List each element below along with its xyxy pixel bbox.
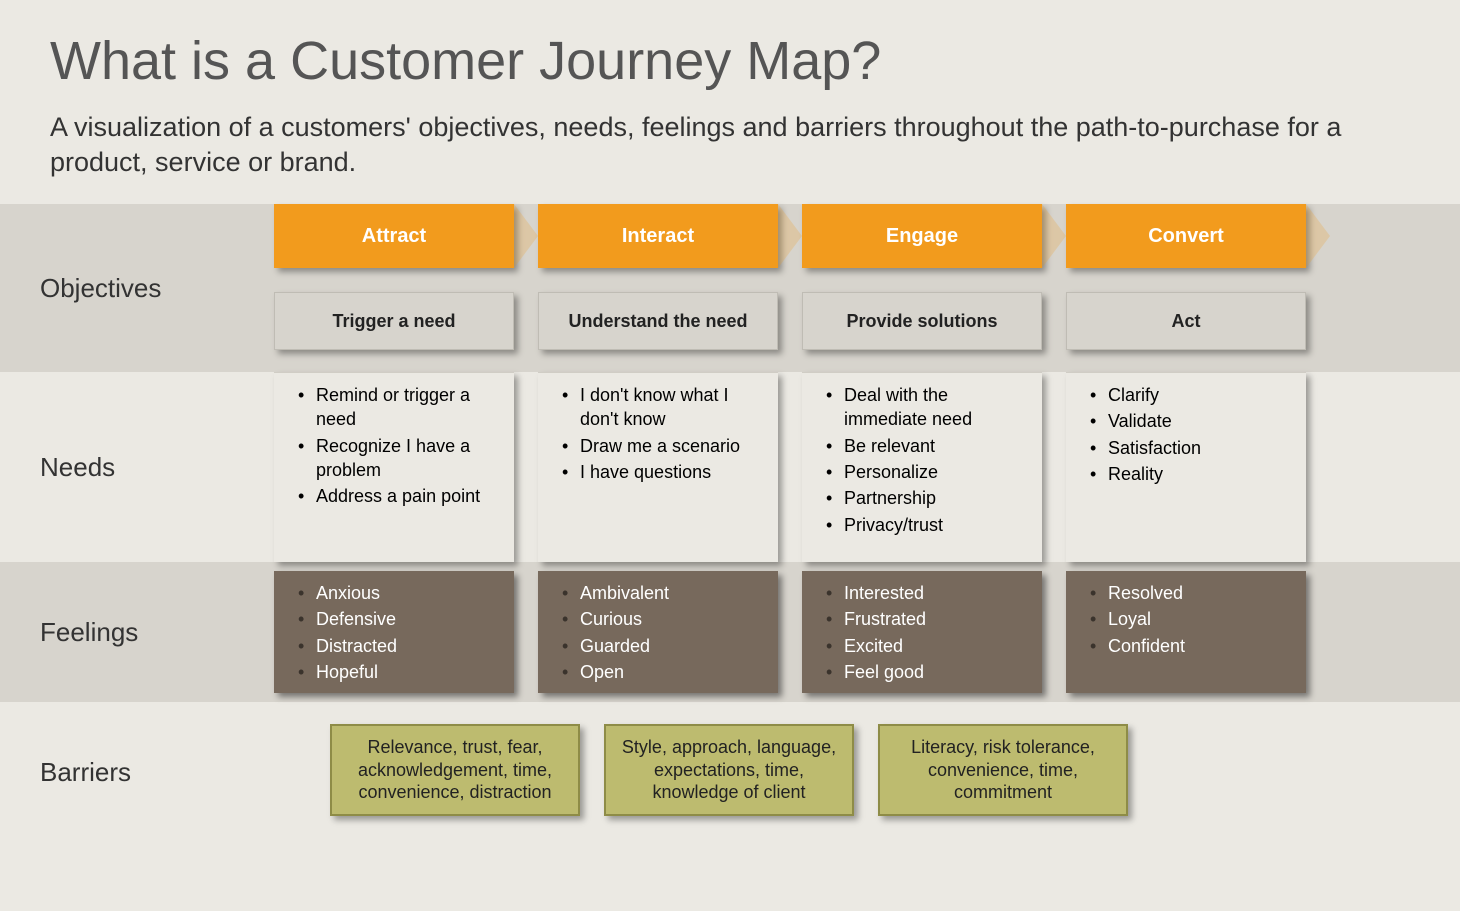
list-item: Confident [1090, 634, 1294, 658]
page-subtitle: A visualization of a customers' objectiv… [0, 102, 1460, 204]
list-item: Recognize I have a problem [298, 434, 502, 483]
needs-list: ClarifyValidate SatisfactionReality [1090, 383, 1294, 486]
list-item: Privacy/trust [826, 513, 1030, 537]
list-item: Feel good [826, 660, 1030, 684]
feelings-attract: AnxiousDefensive DistractedHopeful [274, 571, 514, 693]
stage-header-engage: Engage [802, 204, 1042, 268]
list-item: Distracted [298, 634, 502, 658]
list-item: Defensive [298, 607, 502, 631]
feelings-convert: ResolvedLoyal Confident [1066, 571, 1306, 693]
stage-name: Convert [1148, 225, 1224, 248]
stage-header-interact: Interact [538, 204, 778, 268]
chevron-right-icon [514, 204, 538, 268]
stage-header-attract: Attract [274, 204, 514, 268]
chevron-right-icon [1306, 204, 1330, 268]
row-label-needs: Needs [40, 372, 250, 562]
feelings-list: AnxiousDefensive DistractedHopeful [298, 581, 502, 684]
list-item: Open [562, 660, 766, 684]
barrier-box-1: Style, approach, language, expectations,… [604, 724, 854, 816]
list-item: Hopeful [298, 660, 502, 684]
list-item: Curious [562, 607, 766, 631]
list-item: Ambivalent [562, 581, 766, 605]
list-item: Partnership [826, 486, 1030, 510]
objective-interact: Understand the need [538, 292, 778, 350]
feelings-list: AmbivalentCurious GuardedOpen [562, 581, 766, 684]
stage-name: Engage [886, 225, 958, 248]
barrier-box-2: Literacy, risk tolerance, convenience, t… [878, 724, 1128, 816]
needs-convert: ClarifyValidate SatisfactionReality [1066, 372, 1306, 562]
list-item: Guarded [562, 634, 766, 658]
barriers-row: Relevance, trust, fear, acknowledgement,… [330, 724, 1128, 816]
feelings-interact: AmbivalentCurious GuardedOpen [538, 571, 778, 693]
list-item: I have questions [562, 460, 766, 484]
chevron-right-icon [1042, 204, 1066, 268]
list-item: Anxious [298, 581, 502, 605]
needs-interact: I don't know what I don't knowDraw me a … [538, 372, 778, 562]
list-item: Remind or trigger a need [298, 383, 502, 432]
stage-col-3: Convert Act ClarifyValidateSatisfactionR… [1066, 204, 1306, 350]
stage-col-1: Interact Understand the need I don't kno… [538, 204, 778, 350]
objective-engage: Provide solutions [802, 292, 1042, 350]
row-label-feelings: Feelings [40, 562, 250, 702]
row-label-barriers: Barriers [40, 702, 250, 842]
objective-attract: Trigger a need [274, 292, 514, 350]
page-title: What is a Customer Journey Map? [0, 0, 1460, 102]
feelings-engage: InterestedFrustrated ExcitedFeel good [802, 571, 1042, 693]
list-item: Personalize [826, 460, 1030, 484]
needs-engage: Deal with the immediate needBe relevantP… [802, 372, 1042, 562]
needs-list: I don't know what I don't knowDraw me a … [562, 383, 766, 484]
list-item: Be relevant [826, 434, 1030, 458]
list-item: Clarify [1090, 383, 1294, 407]
stage-name: Attract [362, 225, 426, 248]
row-label-objectives: Objectives [40, 204, 250, 372]
stage-col-2: Engage Provide solutions Deal with the i… [802, 204, 1042, 350]
stage-header-convert: Convert [1066, 204, 1306, 268]
list-item: Frustrated [826, 607, 1030, 631]
feelings-list: ResolvedLoyal Confident [1090, 581, 1294, 658]
list-item: Address a pain point [298, 484, 502, 508]
list-item: Deal with the immediate need [826, 383, 1030, 432]
slide: What is a Customer Journey Map? A visual… [0, 0, 1460, 911]
objective-convert: Act [1066, 292, 1306, 350]
list-item: Interested [826, 581, 1030, 605]
stage-name: Interact [622, 225, 694, 248]
feelings-list: InterestedFrustrated ExcitedFeel good [826, 581, 1030, 684]
list-item: Resolved [1090, 581, 1294, 605]
list-item: Validate [1090, 409, 1294, 433]
list-item: Draw me a scenario [562, 434, 766, 458]
barrier-box-0: Relevance, trust, fear, acknowledgement,… [330, 724, 580, 816]
list-item: Excited [826, 634, 1030, 658]
needs-list: Remind or trigger a needRecognize I have… [298, 383, 502, 508]
stage-col-0: Attract Trigger a need Remind or trigger… [274, 204, 514, 350]
list-item: I don't know what I don't know [562, 383, 766, 432]
needs-attract: Remind or trigger a needRecognize I have… [274, 372, 514, 562]
needs-list: Deal with the immediate needBe relevantP… [826, 383, 1030, 537]
list-item: Satisfaction [1090, 436, 1294, 460]
chevron-right-icon [778, 204, 802, 268]
list-item: Reality [1090, 462, 1294, 486]
list-item: Loyal [1090, 607, 1294, 631]
